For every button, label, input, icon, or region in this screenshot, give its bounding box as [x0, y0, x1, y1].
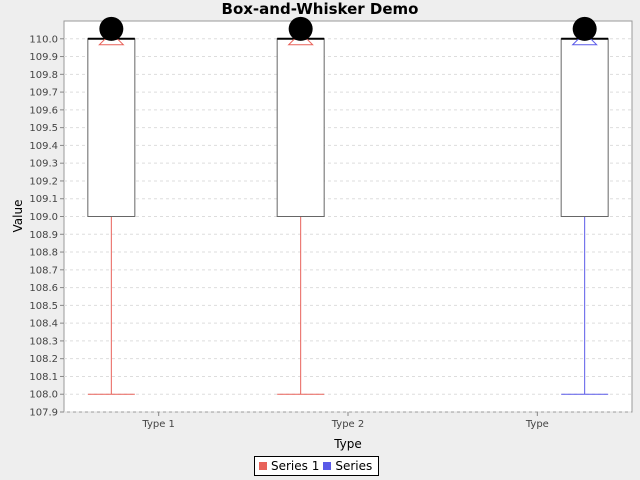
outlier-marker	[288, 16, 313, 41]
y-tick-label: 108.0	[29, 390, 58, 401]
y-tick-label: 108.1	[29, 372, 58, 383]
y-tick-label: 108.3	[29, 336, 58, 347]
y-tick-label: 109.6	[29, 105, 58, 116]
box-plot-item	[560, 16, 609, 395]
y-tick-label: 109.0	[29, 212, 58, 223]
y-tick-label: 108.8	[29, 248, 58, 259]
y-tick-label: 108.5	[29, 301, 58, 312]
x-tick-label: Type 1	[141, 419, 175, 430]
y-tick-label: 108.7	[29, 265, 58, 276]
y-tick-label: 108.6	[29, 283, 58, 294]
y-tick-label: 109.2	[29, 176, 58, 187]
y-tick-label: 108.2	[29, 354, 58, 365]
y-axis-title: Value	[11, 200, 25, 233]
y-axis-ticks: 107.9 108.0 108.1 108.2 108.3 108.4 108.5 108.6…	[29, 34, 64, 419]
x-tick-label: Type 2	[331, 419, 365, 430]
x-axis-title: Type	[333, 437, 362, 451]
y-tick-label: 109.4	[29, 141, 58, 152]
box-plot-item	[276, 16, 325, 395]
box-body	[87, 38, 136, 218]
legend-swatch-series-1	[259, 462, 267, 470]
legend: Series 1 Series	[254, 456, 380, 476]
x-axis-ticks: Type 1 Type 2 Type	[141, 412, 549, 430]
y-tick-label: 109.5	[29, 123, 58, 134]
box-body	[560, 38, 609, 218]
x-tick-label: Type	[525, 419, 549, 430]
y-tick-label: 110.0	[29, 34, 58, 45]
outlier-marker	[99, 16, 124, 41]
box-body	[276, 38, 325, 218]
chart-title: Box-and-Whisker Demo	[221, 0, 419, 18]
box-plot-item	[87, 16, 136, 395]
legend-label-series-2: Series	[335, 459, 373, 473]
y-tick-label: 109.7	[29, 88, 58, 99]
y-tick-label: 107.9	[29, 408, 58, 419]
legend-swatch-series-2	[323, 462, 332, 470]
y-tick-label: 109.8	[29, 70, 58, 81]
box-plot-marks	[87, 16, 609, 395]
y-tick-label: 108.9	[29, 230, 58, 241]
legend-item-series-1: Series 1	[259, 459, 319, 473]
y-tick-label: 109.1	[29, 194, 58, 205]
chart-svg: 107.9 108.0 108.1 108.2 108.3 108.4 108.5 108.6…	[11, 16, 633, 451]
outlier-marker	[572, 16, 597, 41]
y-tick-label: 109.9	[29, 52, 58, 63]
legend-item-series-2: Series	[323, 459, 372, 473]
y-tick-label: 108.4	[29, 319, 58, 330]
y-tick-label: 109.3	[29, 159, 58, 170]
legend-label-series-1: Series 1	[271, 459, 320, 473]
